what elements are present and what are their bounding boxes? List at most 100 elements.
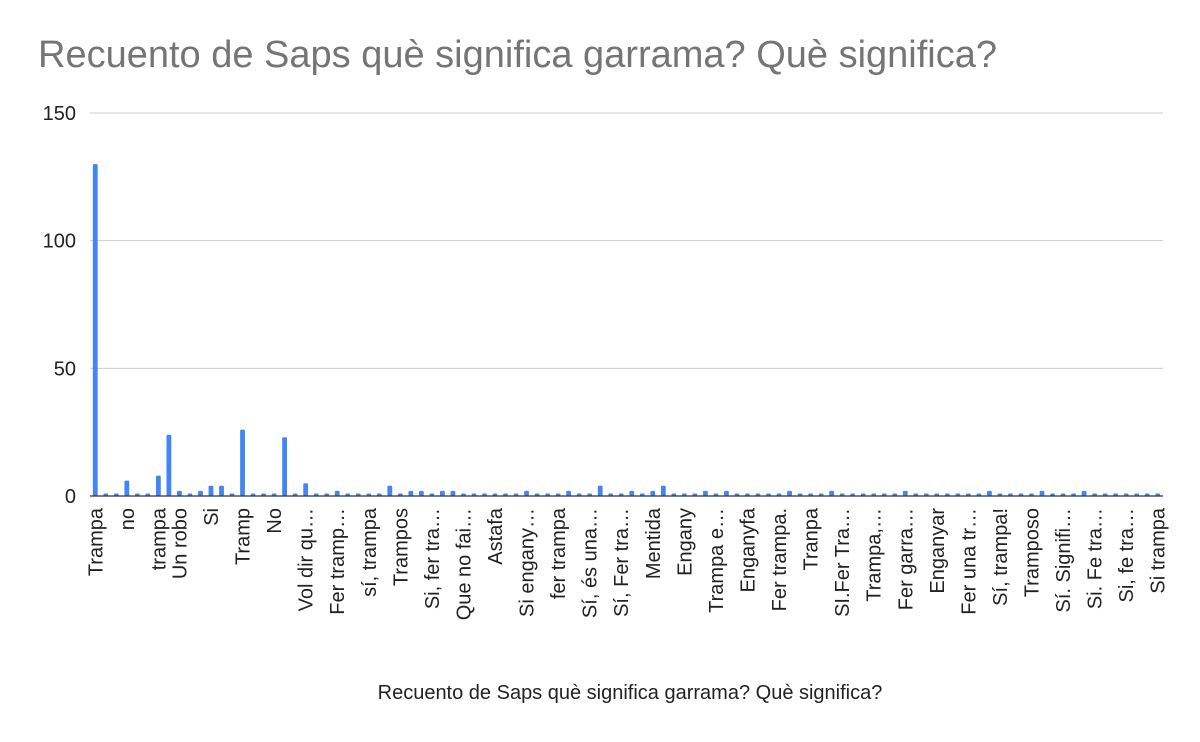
bar xyxy=(660,485,666,496)
bar xyxy=(724,490,729,496)
bar xyxy=(934,493,940,496)
bar xyxy=(145,493,151,496)
bar xyxy=(1123,493,1129,496)
x-tick-label: Trampa xyxy=(85,507,107,576)
x-tick-label: Si, fe tra… xyxy=(1116,508,1138,602)
bar xyxy=(671,493,677,496)
bar xyxy=(271,493,277,496)
x-tick-label: Si xyxy=(201,508,223,526)
bar xyxy=(850,493,856,496)
bar xyxy=(177,490,182,496)
bar xyxy=(860,493,866,496)
bar xyxy=(555,493,561,496)
bar xyxy=(818,493,824,496)
bar xyxy=(103,493,109,496)
bar xyxy=(261,493,266,496)
bar xyxy=(1018,493,1024,496)
bar xyxy=(797,493,803,496)
bar xyxy=(829,490,835,496)
x-tick-label: SI.Fer Tra… xyxy=(832,508,854,617)
bar xyxy=(440,490,445,496)
bar xyxy=(692,493,698,496)
bar xyxy=(219,485,224,496)
x-tick-label: Tranpa xyxy=(801,507,823,571)
bar xyxy=(766,493,771,496)
x-tick-label: Sí, és una… xyxy=(580,508,602,618)
bar xyxy=(166,434,172,496)
bar xyxy=(187,493,193,496)
bar xyxy=(755,493,761,496)
bar xyxy=(208,485,214,496)
bar xyxy=(482,493,487,496)
x-tick-label: Tramp xyxy=(233,508,255,565)
bar xyxy=(313,493,319,496)
bar xyxy=(976,493,982,496)
bar xyxy=(366,493,372,496)
x-tick-label: Sí, trampa! xyxy=(990,508,1012,606)
bar xyxy=(1092,493,1098,496)
bar xyxy=(923,493,929,496)
x-tick-label: Mentida xyxy=(643,507,665,579)
bar xyxy=(702,490,708,496)
bar xyxy=(776,493,782,496)
bar xyxy=(545,493,551,496)
bar xyxy=(1039,490,1045,496)
bar xyxy=(534,493,540,496)
bar xyxy=(524,490,529,496)
bar xyxy=(397,493,403,496)
bar xyxy=(639,493,645,496)
bar xyxy=(324,493,330,496)
x-tick-label: Fer tramp… xyxy=(327,508,349,615)
bar xyxy=(681,493,687,496)
bar xyxy=(965,493,971,496)
bar xyxy=(155,475,161,496)
bar xyxy=(282,437,288,496)
bar xyxy=(1134,493,1140,496)
bar xyxy=(618,493,624,496)
y-tick-label: 100 xyxy=(43,231,76,253)
x-tick-label: Sí, Fer tra… xyxy=(611,508,633,617)
bar xyxy=(566,490,572,496)
bar xyxy=(944,493,950,496)
bar xyxy=(902,490,908,496)
bar xyxy=(471,493,477,496)
x-tick-label: Si trampa xyxy=(1148,507,1170,593)
bar xyxy=(92,164,98,497)
bar xyxy=(745,493,750,496)
y-tick-label: 0 xyxy=(65,486,76,508)
bar xyxy=(839,493,845,496)
x-tick-label: Fer una tr… xyxy=(958,508,980,615)
x-tick-label: Sí. Signifi… xyxy=(1053,508,1075,612)
chart-title: Recuento de Saps què significa garrama? … xyxy=(38,34,998,76)
bar xyxy=(1144,493,1150,496)
x-tick-label: sí, trampa xyxy=(359,507,381,597)
x-tick-label: Engany xyxy=(674,508,696,576)
x-tick-label: Enganyfa xyxy=(737,507,759,592)
bar xyxy=(629,490,635,496)
bar xyxy=(892,493,898,496)
bar xyxy=(513,493,519,496)
bar xyxy=(387,485,393,496)
bar xyxy=(250,493,256,496)
bar xyxy=(713,493,719,496)
x-tick-label: Si, fer tra… xyxy=(422,508,444,609)
bar xyxy=(1008,493,1013,496)
bar xyxy=(124,480,130,496)
bar xyxy=(808,493,813,496)
bar xyxy=(997,493,1003,496)
x-tick-label: Trampos xyxy=(390,508,412,586)
bar xyxy=(608,493,614,496)
bar xyxy=(355,493,361,496)
x-tick-label: No xyxy=(264,508,286,534)
bar xyxy=(913,493,919,496)
bar xyxy=(597,485,603,496)
bar xyxy=(334,490,340,496)
bar xyxy=(787,490,792,496)
x-tick-label: Trampa e… xyxy=(706,508,728,613)
x-tick-label: fer trampa xyxy=(548,507,570,599)
bar xyxy=(1060,493,1066,496)
bar xyxy=(376,493,382,496)
bar xyxy=(345,493,351,496)
bar xyxy=(1029,493,1034,496)
